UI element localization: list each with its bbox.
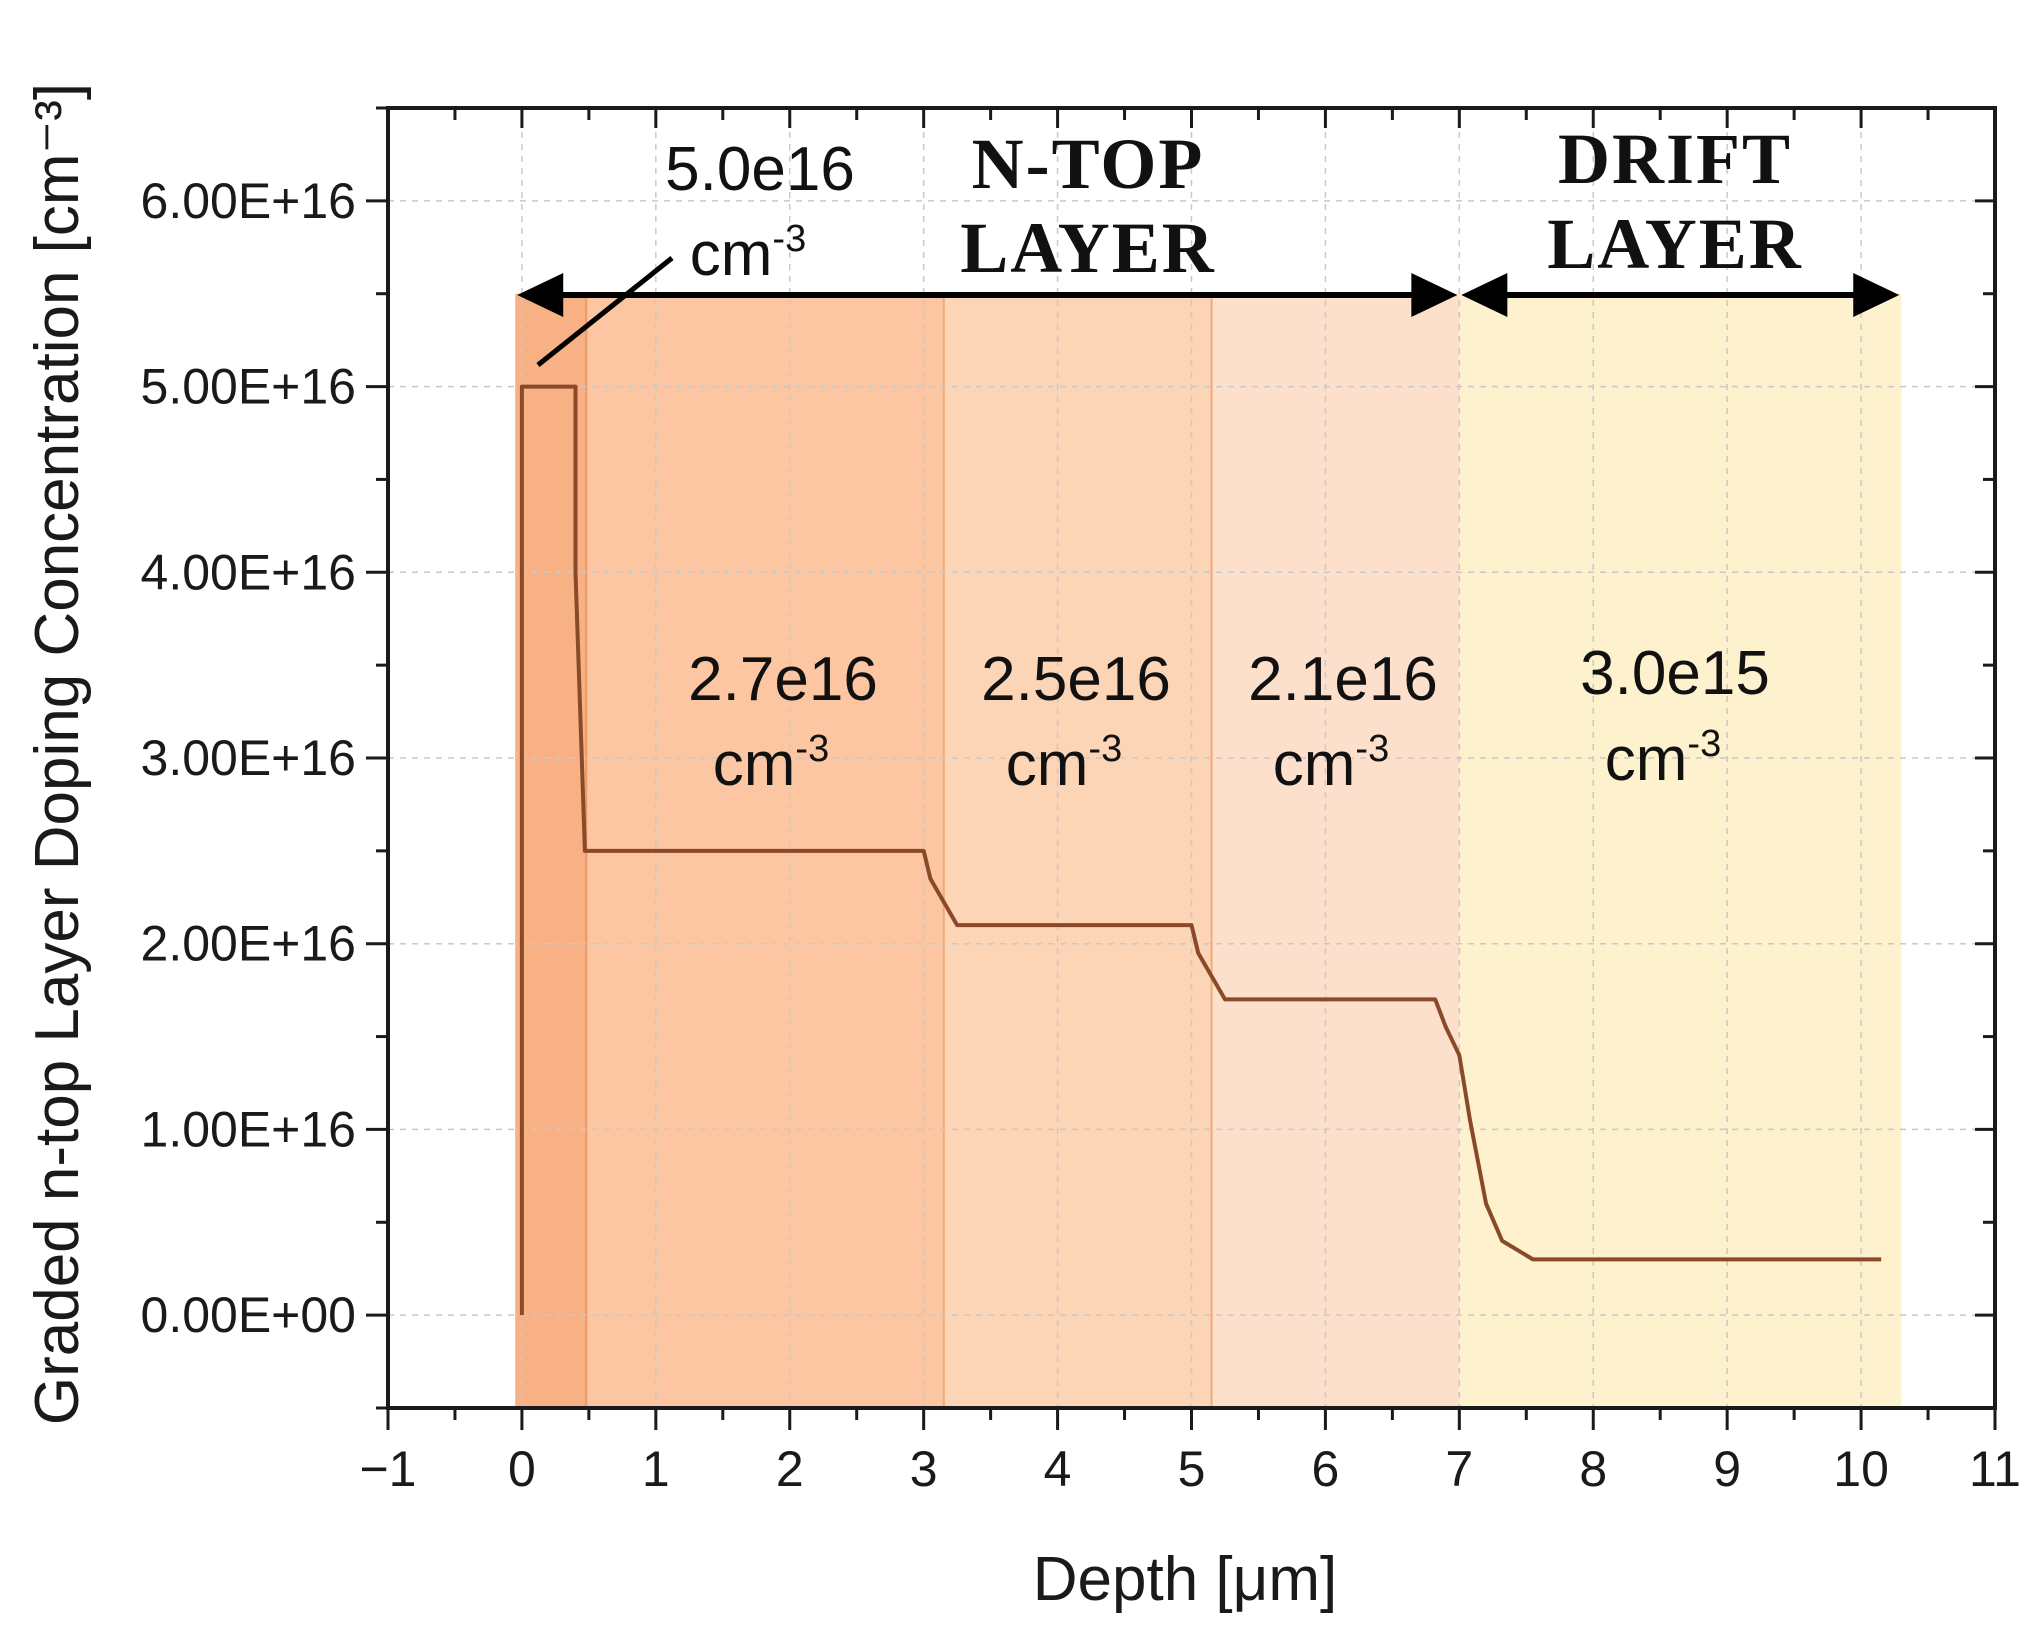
x-tick-label: 8 <box>1579 1441 1607 1497</box>
x-tick-label: 4 <box>1044 1441 1072 1497</box>
x-tick-label: 1 <box>642 1441 670 1497</box>
arrow-head-right <box>1411 273 1458 317</box>
x-tick-label: 2 <box>776 1441 804 1497</box>
y-tick-label: 5.00E+16 <box>141 359 356 415</box>
y-tick-label: 4.00E+16 <box>141 544 356 600</box>
x-tick-label: 0 <box>508 1441 536 1497</box>
x-tick-label: 9 <box>1713 1441 1741 1497</box>
concentration-label: 2.5e16 <box>981 645 1171 714</box>
concentration-label: 3.0e15 <box>1580 639 1770 708</box>
x-tick-label: 3 <box>910 1441 938 1497</box>
region-band <box>943 293 1212 1408</box>
arrow-head-left <box>1461 273 1508 317</box>
x-tick-label: 5 <box>1178 1441 1206 1497</box>
concentration-unit: cm-3 <box>690 218 806 289</box>
layer-label-line1: DRIFT <box>1558 119 1792 199</box>
x-axis-title: Depth [μm] <box>1033 1545 1338 1614</box>
x-tick-label: 11 <box>1969 1441 2021 1497</box>
leader-line <box>536 256 674 367</box>
grid <box>388 108 1995 1408</box>
axis-ticks: −1 0 1 2 3 4 5 6 7 8 9 10 11 0.00E+00 1.00E+16 2.00E+16… <box>141 106 2021 1497</box>
doping-profile-line <box>519 384 1882 1316</box>
x-tick-label: −1 <box>359 1441 416 1497</box>
layer-label-line2: LAYER <box>960 208 1215 288</box>
x-tick-label: 6 <box>1312 1441 1340 1497</box>
concentration-label: 2.7e16 <box>688 645 878 714</box>
series <box>519 384 1882 1316</box>
y-tick-label: 3.00E+16 <box>141 730 356 786</box>
layer-label-line1: N-TOP <box>972 124 1205 204</box>
region-band <box>1211 293 1460 1408</box>
concentration-unit: cm-3 <box>1006 728 1122 799</box>
arrow-head-right <box>1853 273 1900 317</box>
y-axis-title: Graded n-top Layer Doping Concentration … <box>23 83 92 1425</box>
concentration-unit: cm-3 <box>1273 728 1389 799</box>
arrow-head-left <box>517 273 564 317</box>
concentration-unit: cm-3 <box>713 728 829 799</box>
x-tick-label: 7 <box>1445 1441 1473 1497</box>
concentration-label: 2.1e16 <box>1248 645 1438 714</box>
concentration-label: 5.0e16 <box>665 135 855 204</box>
concentration-unit: cm-3 <box>1605 723 1721 794</box>
y-tick-label: 1.00E+16 <box>141 1101 356 1157</box>
y-tick-label: 0.00E+00 <box>141 1287 356 1343</box>
layer-label-line2: LAYER <box>1547 204 1802 284</box>
annotations: 2.7e16 cm-3 2.5e16 cm-3 2.1e16 cm-3 3.0e15 cm-3… <box>517 119 1900 799</box>
x-tick-label: 10 <box>1833 1441 1889 1497</box>
y-tick-label: 2.00E+16 <box>141 916 356 972</box>
region-band <box>1459 293 1902 1408</box>
y-tick-label: 6.00E+16 <box>141 173 356 229</box>
